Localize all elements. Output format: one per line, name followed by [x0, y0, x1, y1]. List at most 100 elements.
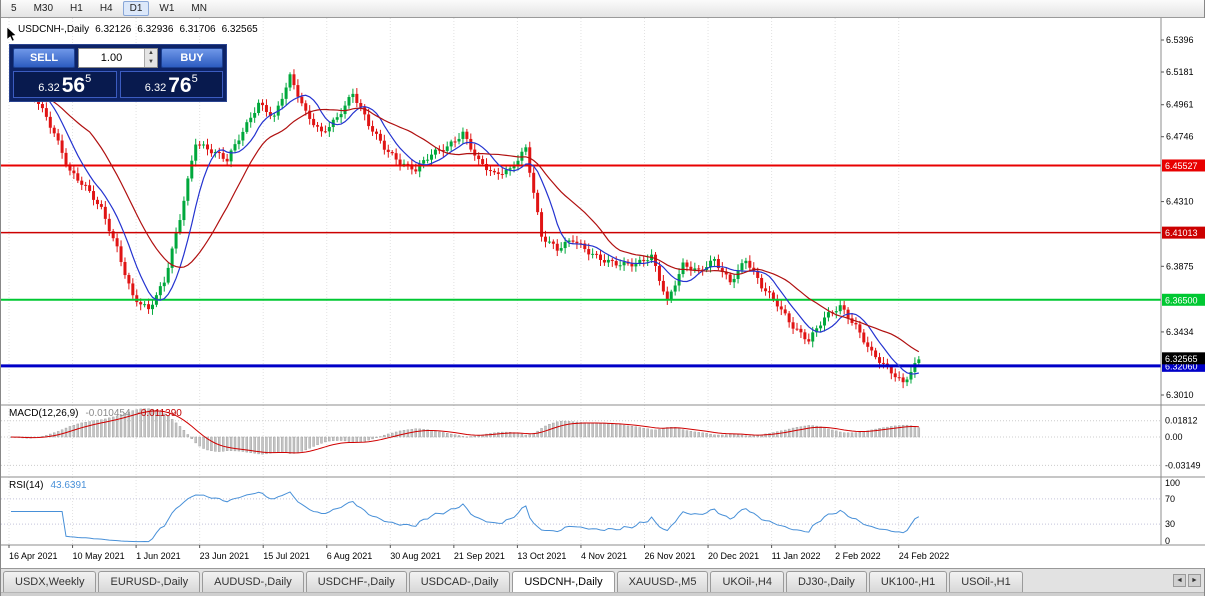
svg-text:6 Aug 2021: 6 Aug 2021 — [327, 551, 373, 561]
svg-text:0.00: 0.00 — [1165, 432, 1183, 442]
tab-scroll-left-button[interactable]: ◄ — [1173, 574, 1186, 587]
tab-scroll-controls: ◄ ► — [1173, 574, 1201, 587]
macd-histogram-bar — [371, 436, 374, 440]
volume-up-button[interactable]: ▲ — [148, 50, 154, 56]
macd-histogram-bar — [552, 422, 555, 438]
macd-histogram-bar — [504, 431, 508, 438]
macd-histogram-bar — [634, 426, 638, 438]
chart-canvas[interactable]: 0.018120.00-0.03149100703006.53966.51816… — [1, 18, 1205, 568]
macd-histogram-bar — [147, 408, 150, 438]
macd-histogram-bar — [111, 416, 115, 438]
macd-histogram-bar — [308, 436, 311, 449]
macd-histogram-bar — [894, 425, 897, 438]
rsi-value: 43.6391 — [50, 480, 87, 491]
macd-histogram-bar — [351, 436, 355, 443]
macd-histogram-bar — [823, 427, 826, 438]
tab-eurusd-daily[interactable]: EURUSD-,Daily — [98, 571, 201, 592]
date-axis[interactable]: 16 Apr 2021 10 May 2021 1 Jun 2021 23 Jun 2… — [8, 545, 950, 561]
svg-text:24 Feb 2022: 24 Feb 2022 — [899, 551, 950, 561]
tab-usdx-weekly[interactable]: USDX,Weekly — [3, 571, 97, 592]
horizontal-scrollbar[interactable] — [1, 592, 1204, 596]
symbol-period-label: USDCNH-,Daily — [18, 24, 90, 35]
moving-average-21 — [10, 88, 920, 353]
macd-histogram-bar — [159, 411, 162, 438]
price-badge: 6.41013 — [1162, 226, 1205, 239]
volume-spinner: ▲ ▼ — [144, 49, 157, 67]
macd-histogram-bar — [461, 436, 465, 438]
tab-dj30-daily[interactable]: DJ30-,Daily — [785, 571, 867, 592]
timeframe-h1[interactable]: H1 — [70, 3, 83, 14]
svg-text:6.32060: 6.32060 — [1165, 361, 1198, 371]
macd-histogram-bar — [870, 429, 873, 438]
macd-histogram-bar — [88, 421, 91, 438]
macd-histogram-bar — [257, 436, 260, 455]
buy-button[interactable]: BUY — [161, 48, 223, 68]
macd-histogram-bar — [689, 431, 693, 438]
macd-histogram-bar — [827, 428, 830, 438]
macd-histogram-bar — [324, 436, 327, 443]
macd-histogram-bar — [803, 425, 807, 438]
volume-input[interactable] — [79, 49, 144, 67]
macd-histogram-bar — [563, 420, 567, 438]
macd-name: MACD(12,26,9) — [9, 408, 79, 419]
macd-histogram-bar — [835, 430, 838, 438]
sell-price-display[interactable]: 6.32 56 5 — [13, 71, 117, 98]
macd-histogram-bar — [866, 430, 869, 438]
macd-histogram-bar — [198, 436, 201, 447]
macd-histogram-bar — [194, 436, 197, 444]
rsi-indicator-label: RSI(14) 43.6391 — [9, 480, 87, 491]
macd-histogram-bar — [398, 430, 402, 438]
macd-histogram-bar — [430, 430, 433, 438]
grid-lines — [8, 18, 900, 545]
tab-scroll-right-button[interactable]: ► — [1188, 574, 1201, 587]
tab-xauusd-m5[interactable]: XAUUSD-,M5 — [616, 571, 709, 592]
tab-usdcad-daily[interactable]: USDCAD-,Daily — [408, 571, 511, 592]
timeframe-mn[interactable]: MN — [191, 3, 207, 14]
price-badge: 6.36500 — [1162, 293, 1205, 306]
macd-histogram-bar — [842, 432, 846, 438]
sell-price-base: 6.32 — [38, 82, 60, 94]
macd-histogram-bar — [343, 436, 347, 442]
timeframe-d1[interactable]: D1 — [122, 1, 150, 16]
svg-text:100: 100 — [1165, 478, 1180, 488]
macd-histogram-bar — [878, 428, 881, 438]
macd-histogram-bar — [414, 428, 417, 438]
sell-button[interactable]: SELL — [13, 48, 75, 68]
tab-usdchf-daily[interactable]: USDCHF-,Daily — [305, 571, 407, 592]
timeframe-5[interactable]: 5 — [11, 3, 17, 14]
macd-histogram-bar — [744, 435, 748, 438]
tab-uk100-h1[interactable]: UK100-,H1 — [868, 571, 948, 592]
macd-histogram-bar — [135, 409, 138, 438]
macd-histogram-bar — [752, 435, 755, 438]
macd-histogram-bar — [438, 431, 441, 438]
macd-histogram-bar — [84, 422, 87, 438]
macd-histogram-bar — [80, 422, 83, 438]
timeframe-m30[interactable]: M30 — [33, 3, 54, 14]
buy-price-display[interactable]: 6.32 76 5 — [119, 71, 223, 98]
macd-histogram-bar — [485, 433, 488, 438]
timeframe-w1[interactable]: W1 — [159, 3, 175, 14]
volume-down-button[interactable]: ▼ — [148, 59, 154, 65]
tab-audusd-daily[interactable]: AUDUSD-,Daily — [202, 571, 304, 592]
macd-histogram-bar — [202, 436, 205, 449]
macd-histogram-bar — [756, 435, 759, 438]
timeframe-h4[interactable]: H4 — [99, 3, 113, 14]
macd-histogram-bar — [548, 424, 551, 438]
pane-borders — [1, 18, 1205, 546]
macd-histogram-bar — [446, 433, 449, 438]
macd-histogram-bar — [732, 433, 736, 438]
macd-histogram-bar — [288, 436, 292, 454]
horizontal-level-lines[interactable] — [1, 88, 1161, 375]
svg-text:-0.03149: -0.03149 — [1165, 460, 1201, 470]
svg-text:70: 70 — [1165, 494, 1175, 504]
price-axis[interactable]: 6.5396 6.5181 6.4961 6.4746 6.4310 6.3875 6.34… — [1161, 35, 1205, 400]
macd-histogram-bar — [422, 429, 425, 438]
macd-histogram-bar — [901, 424, 905, 438]
macd-histogram-bar — [748, 435, 752, 438]
macd-histogram-bar — [477, 435, 480, 438]
tab-usoil-h1[interactable]: USOil-,H1 — [949, 571, 1023, 592]
tab-usdcnh-daily[interactable]: USDCNH-,Daily — [512, 571, 615, 592]
tab-ukoil-h4[interactable]: UKOil-,H4 — [710, 571, 784, 592]
svg-text:6.4310: 6.4310 — [1166, 197, 1194, 207]
